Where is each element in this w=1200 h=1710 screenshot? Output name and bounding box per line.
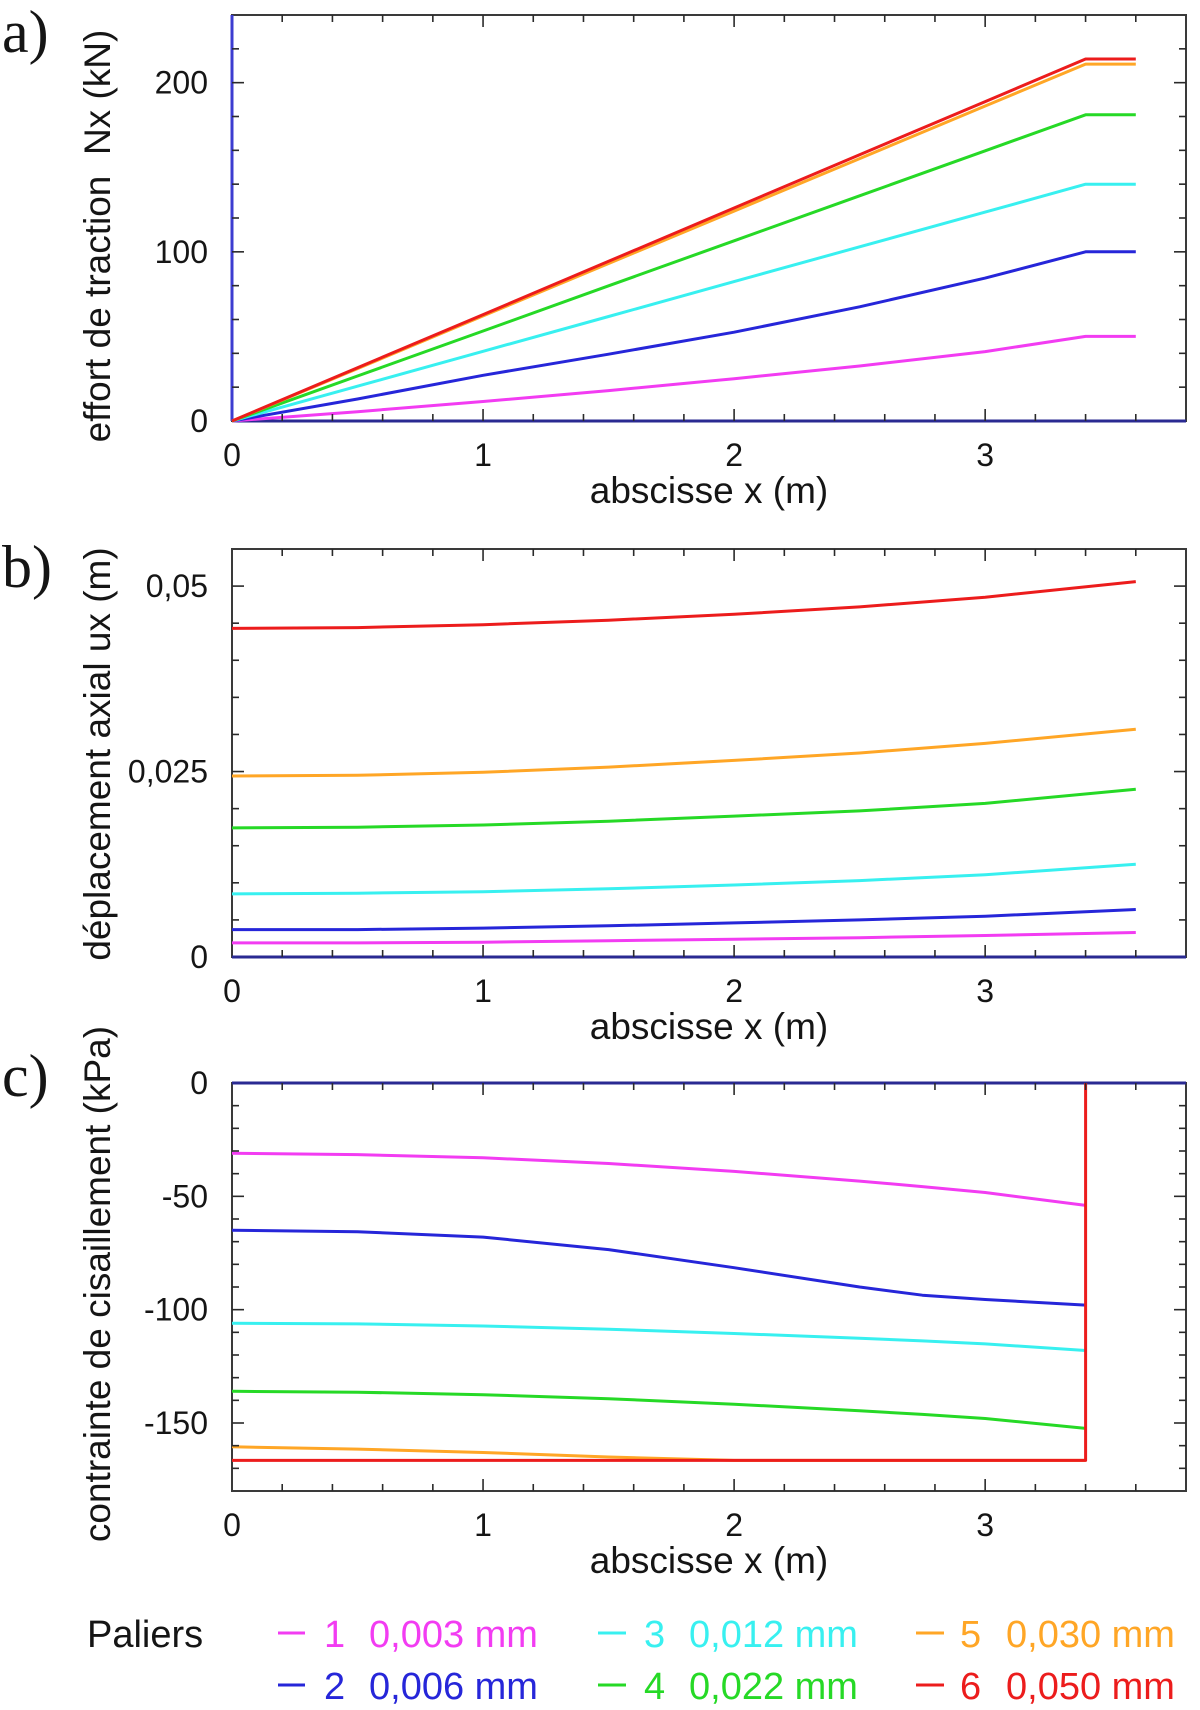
legend-item-3: 3 0,012 mm	[598, 1614, 858, 1656]
series-6-line	[232, 1083, 1088, 1462]
x-tick-label: 2	[725, 437, 743, 473]
y-tick-label: 0,05	[146, 568, 208, 604]
series-1-line	[231, 334, 1136, 423]
legend-value: 0,012 mm	[689, 1614, 858, 1656]
tick-marks	[232, 549, 1186, 957]
legend-title: Paliers	[87, 1614, 203, 1656]
panel-a: 0 1 2 3 0 100 200 abscisse x (m) effort de tract…	[2, 0, 1187, 511]
legend-value: 0,030 mm	[1006, 1614, 1175, 1656]
x-axis-title: abscisse x (m)	[590, 1540, 828, 1581]
legend-label: 4	[644, 1666, 665, 1708]
x-tick-label: 2	[725, 1507, 743, 1543]
legend-value: 0,006 mm	[369, 1666, 538, 1708]
panel-label: b)	[2, 534, 52, 600]
y-tick-label: 0	[190, 1065, 208, 1101]
legend-item-2: 2 0,006 mm	[278, 1666, 538, 1708]
y-tick-label: -50	[162, 1178, 208, 1214]
x-tick-label: 2	[725, 973, 743, 1009]
panel-label: a)	[2, 0, 49, 65]
legend-item-4: 4 0,022 mm	[598, 1666, 858, 1708]
x-tick-label: 0	[223, 973, 241, 1009]
legend-item-1: 1 0,003 mm	[278, 1614, 538, 1656]
series-3-line	[231, 1321, 1086, 1352]
y-tick-label: -150	[144, 1405, 208, 1441]
legend-value: 0,050 mm	[1006, 1666, 1175, 1708]
legend-label: 6	[960, 1666, 981, 1708]
panel-b: 0 1 2 3 0 0,025 0,05 abscisse x (m) déplacement …	[2, 534, 1187, 1047]
x-tick-label: 1	[474, 437, 492, 473]
x-axis-title: abscisse x (m)	[590, 1006, 828, 1047]
x-tick-label: 0	[223, 1507, 241, 1543]
series-2-line	[232, 908, 1136, 932]
x-tick-label: 1	[474, 973, 492, 1009]
series-1-line	[231, 1151, 1086, 1207]
series-lines	[231, 580, 1136, 945]
series-lines	[231, 1083, 1088, 1462]
series-5-line	[231, 727, 1136, 778]
y-tick-label: -100	[144, 1292, 208, 1328]
legend-label: 1	[324, 1614, 345, 1656]
legend-value: 0,003 mm	[369, 1614, 538, 1656]
legend: Paliers 1 0,003 mm 2 0,006 mm 3 0,012 mm…	[87, 1614, 1175, 1708]
y-axis-title: déplacement axial ux (m)	[77, 547, 118, 960]
series-6-line	[231, 580, 1136, 630]
tick-marks	[232, 15, 1186, 421]
legend-label: 5	[960, 1614, 981, 1656]
panel-c: 0 1 2 3 0 -50 -100 -150 abscisse x (m) contrainte…	[2, 1026, 1187, 1581]
y-tick-label: 0	[190, 939, 208, 975]
series-3-line	[231, 182, 1136, 423]
y-axis-title: effort de traction Nx (kN)	[77, 30, 118, 443]
series-4-line	[231, 113, 1136, 423]
x-tick-label: 0	[223, 437, 241, 473]
panel-label: c)	[2, 1043, 49, 1109]
series-2-line	[231, 250, 1136, 423]
series-4-line	[231, 1389, 1086, 1430]
series-3-line	[231, 862, 1136, 896]
x-tick-label: 3	[976, 1507, 994, 1543]
series-1-line	[232, 931, 1136, 945]
series-4-line	[231, 787, 1136, 830]
series-2-line	[231, 1228, 1086, 1307]
legend-item-6: 6 0,050 mm	[916, 1666, 1175, 1708]
series-lines	[231, 57, 1136, 423]
y-tick-label: 0	[190, 403, 208, 439]
x-tick-label: 3	[976, 437, 994, 473]
series-6-line	[231, 57, 1136, 423]
x-tick-label: 1	[474, 1507, 492, 1543]
y-tick-label: 100	[155, 234, 208, 270]
legend-label: 2	[324, 1666, 345, 1708]
tick-marks	[232, 1083, 1186, 1491]
legend-value: 0,022 mm	[689, 1666, 858, 1708]
y-axis-title: contrainte de cisaillement (kPa)	[77, 1026, 118, 1542]
y-tick-label: 0,025	[128, 754, 208, 790]
legend-item-5: 5 0,030 mm	[916, 1614, 1175, 1656]
x-tick-label: 3	[976, 973, 994, 1009]
x-axis-title: abscisse x (m)	[590, 470, 828, 511]
y-tick-label: 200	[155, 65, 208, 101]
legend-label: 3	[644, 1614, 665, 1656]
